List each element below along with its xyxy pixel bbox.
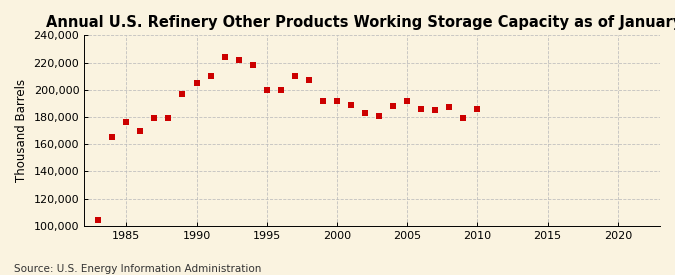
Point bbox=[317, 98, 328, 103]
Point bbox=[234, 58, 244, 62]
Point bbox=[430, 108, 441, 112]
Text: Source: U.S. Energy Information Administration: Source: U.S. Energy Information Administ… bbox=[14, 264, 261, 274]
Point bbox=[387, 104, 398, 108]
Point bbox=[346, 103, 356, 107]
Point bbox=[191, 81, 202, 85]
Point bbox=[219, 55, 230, 59]
Point bbox=[205, 74, 216, 78]
Point bbox=[402, 98, 412, 103]
Point bbox=[135, 128, 146, 133]
Title: Annual U.S. Refinery Other Products Working Storage Capacity as of January 1: Annual U.S. Refinery Other Products Work… bbox=[47, 15, 675, 30]
Point bbox=[92, 218, 103, 223]
Point bbox=[374, 114, 385, 118]
Point bbox=[177, 92, 188, 96]
Point bbox=[331, 98, 342, 103]
Point bbox=[290, 74, 300, 78]
Point bbox=[304, 78, 315, 82]
Point bbox=[416, 107, 427, 111]
Point bbox=[107, 135, 117, 140]
Point bbox=[360, 111, 371, 115]
Point bbox=[149, 116, 160, 120]
Point bbox=[121, 120, 132, 125]
Point bbox=[458, 116, 468, 120]
Point bbox=[444, 105, 455, 110]
Point bbox=[247, 63, 258, 67]
Point bbox=[163, 116, 174, 120]
Point bbox=[472, 107, 483, 111]
Point bbox=[261, 87, 272, 92]
Y-axis label: Thousand Barrels: Thousand Barrels bbox=[15, 79, 28, 182]
Point bbox=[275, 87, 286, 92]
